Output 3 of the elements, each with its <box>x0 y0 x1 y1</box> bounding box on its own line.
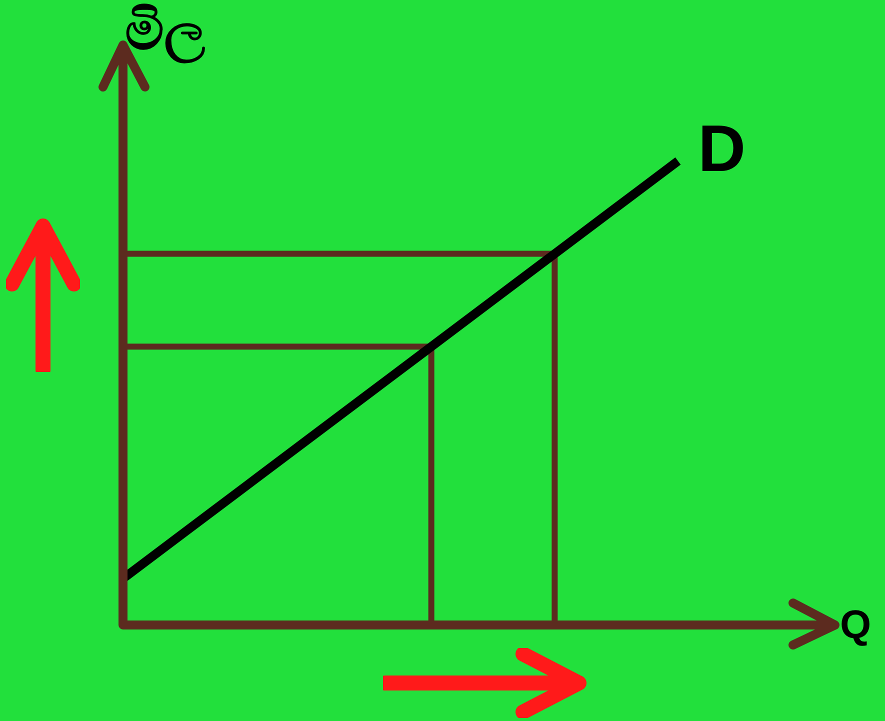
y-axis-title: මිල <box>125 0 205 64</box>
x-axis-title: Q <box>840 603 872 648</box>
series-label: D <box>698 111 746 186</box>
